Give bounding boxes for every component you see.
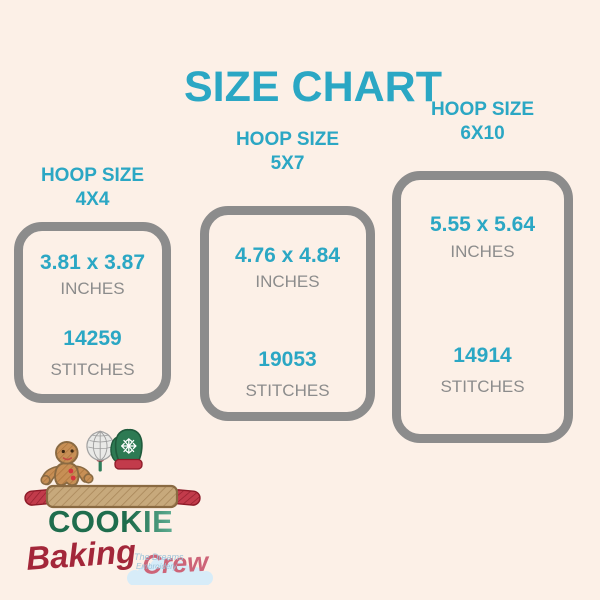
svg-text:Embroidery: Embroidery <box>136 562 178 571</box>
svg-text:The Dreams: The Dreams <box>134 552 184 562</box>
svg-text:Baking: Baking <box>25 532 137 577</box>
